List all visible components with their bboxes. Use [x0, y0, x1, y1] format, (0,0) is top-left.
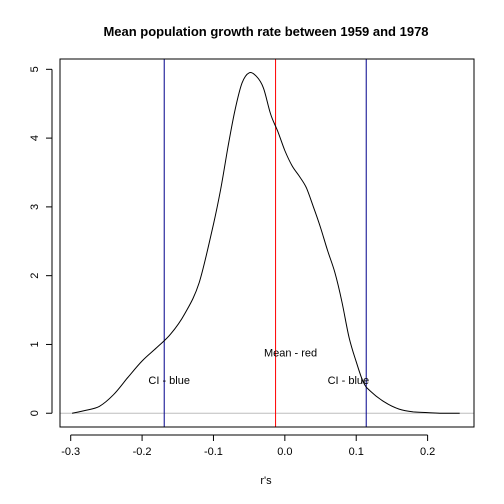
plot-area [60, 59, 474, 427]
x-tick-label: -0.2 [133, 446, 152, 458]
x-tick-label: 0.0 [277, 446, 292, 458]
plot-frame [59, 58, 475, 428]
y-tick-label: 2 [29, 273, 41, 279]
y-tick-label: 4 [29, 135, 41, 141]
x-tick-label: -0.1 [204, 446, 223, 458]
y-tick-label: 3 [29, 204, 41, 210]
density-curve [72, 71, 460, 414]
x-axis: -0.3 -0.2 -0.1 0.0 0.1 0.2 [61, 434, 435, 458]
x-axis-label: r's [260, 475, 272, 487]
y-tick-label: 1 [29, 341, 41, 347]
y-tick-label: 5 [29, 66, 41, 72]
annotation-label: CI - blue [328, 375, 370, 387]
x-tick-label: 0.1 [349, 446, 364, 458]
annotation-label: CI - blue [148, 375, 190, 387]
y-axis: 0 1 2 3 4 5 [29, 66, 53, 416]
x-tick-label: -0.3 [61, 446, 80, 458]
annotation-label: Mean - red [264, 348, 317, 360]
y-tick-label: 0 [29, 410, 41, 416]
annotations: Mean - red CI - blue CI - blue [148, 348, 369, 388]
x-tick-label: 0.2 [420, 446, 435, 458]
chart-title: Mean population growth rate between 1959… [103, 24, 428, 39]
